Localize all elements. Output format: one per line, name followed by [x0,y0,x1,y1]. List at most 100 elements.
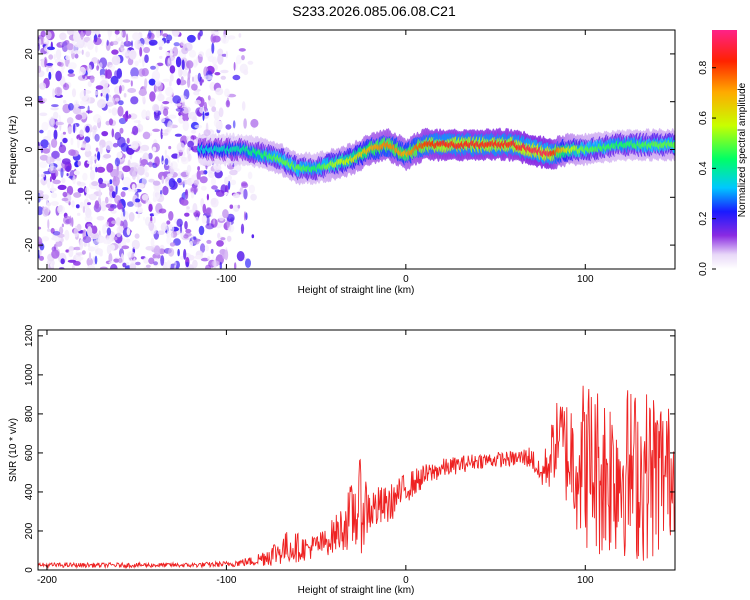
noise-cell [164,158,169,166]
noise-cell [217,48,224,56]
noise-cell [215,87,224,96]
noise-cell [82,235,92,244]
noise-cell [148,178,155,183]
noise-cell [225,50,228,59]
noise-cell [219,261,222,269]
noise-cell [81,49,84,55]
noise-cell [142,131,151,140]
noise-cell [241,55,245,61]
noise-cell [211,177,216,187]
noise-cell [180,40,186,46]
noise-cell [90,166,93,171]
noise-cell [88,155,97,161]
noise-cell [180,114,183,119]
noise-cell [162,78,171,82]
noise-cell [95,30,100,36]
noise-cell [213,259,217,269]
noise-cell [111,49,119,55]
noise-cell [120,41,125,52]
noise-cell [140,144,150,152]
noise-cell [68,245,74,251]
noise-cell [188,209,196,213]
noise-cell [232,120,236,129]
noise-cell [199,30,203,37]
noise-cell [193,179,199,186]
noise-cell [205,223,215,230]
y-tick-label: -20 [24,237,35,252]
noise-cell [184,232,192,237]
noise-cell [142,85,147,95]
noise-cell [153,216,156,224]
noise-cell [62,137,68,144]
noise-cell [46,66,49,73]
noise-cell [154,156,160,167]
noise-cell [177,248,180,257]
noise-cell [212,30,218,37]
noise-cell [184,189,189,200]
noise-cell [247,60,254,65]
noise-cell [99,144,103,155]
noise-cell [42,194,50,200]
noise-cell [121,30,126,38]
noise-cell [84,215,93,223]
noise-cell [73,246,82,251]
noise-cell [71,200,75,208]
noise-cell [56,121,65,126]
noise-cell [248,184,255,194]
noise-cell [225,124,232,130]
noise-cell [100,74,106,80]
noise-cell [96,65,99,71]
noise-cell [38,145,43,149]
noise-cell [51,192,58,199]
noise-cell [64,229,70,241]
noise-cell [190,135,197,140]
noise-cell [55,170,59,177]
noise-cell [115,184,118,195]
noise-cell [50,262,53,268]
noise-cell [99,62,103,69]
noise-cell [128,212,135,222]
noise-cell [85,125,90,133]
colorbar [712,30,737,269]
noise-cell [160,255,165,266]
noise-cell [62,83,70,91]
noise-cell [243,211,247,221]
noise-cell [227,35,236,40]
noise-cell [210,197,219,208]
noise-cell [163,108,169,117]
noise-cell [111,40,119,46]
noise-cell [79,239,84,250]
noise-cell [122,219,128,230]
noise-cell [67,259,77,263]
x-tick-label: -200 [37,274,57,285]
noise-cell [50,107,59,111]
noise-cell [88,193,97,201]
noise-cell [243,118,247,129]
noise-cell [182,120,189,132]
noise-cell [178,66,182,78]
noise-cell [187,71,191,81]
noise-cell [197,72,202,82]
noise-cell [72,264,75,269]
noise-cell [59,226,64,235]
noise-cell [176,218,183,227]
noise-cell [94,200,100,209]
noise-cell [167,114,177,119]
colorbar-tick-label: 0.4 [698,161,709,175]
y-tick-label: 0 [24,146,35,152]
noise-cell [166,236,172,245]
noise-cell [131,140,139,151]
noise-cell [132,195,136,205]
noise-cell [66,165,71,172]
noise-cell [171,30,180,37]
noise-cell [82,172,88,181]
noise-cell [115,97,120,102]
noise-cell [111,107,118,116]
noise-cell [224,88,230,97]
noise-cell [198,51,204,57]
noise-cell [153,104,160,113]
noise-cell [50,201,59,206]
noise-cell [245,258,251,269]
noise-cell [115,217,122,226]
noise-cell [81,250,86,255]
